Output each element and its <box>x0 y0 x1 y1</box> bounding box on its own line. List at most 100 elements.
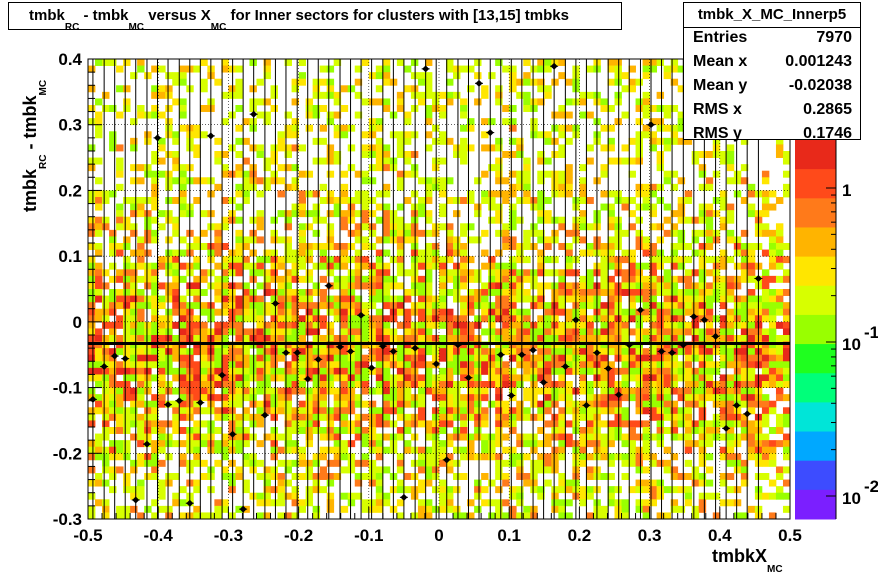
heatmap-cell <box>439 137 447 145</box>
heatmap-cell <box>102 197 110 204</box>
heatmap-cell <box>221 400 229 408</box>
heatmap-cell <box>431 183 440 191</box>
heatmap-cell <box>544 315 552 323</box>
heatmap-cell <box>270 105 278 112</box>
heatmap-cell <box>607 361 615 369</box>
heatmap-cell <box>502 361 510 369</box>
heatmap-cell <box>467 361 475 369</box>
heatmap-cell <box>249 183 257 191</box>
heatmap-cell <box>305 289 314 296</box>
heatmap-cell <box>403 486 412 494</box>
heatmap-cell <box>502 321 510 329</box>
heatmap-cell <box>642 315 650 323</box>
heatmap-cell <box>277 321 285 329</box>
heatmap-cell <box>705 177 714 185</box>
heatmap-cell <box>347 124 356 132</box>
heatmap-cell <box>467 289 475 296</box>
heatmap-cell <box>488 190 496 198</box>
heatmap-cell <box>747 427 756 434</box>
heatmap-cell <box>277 137 285 145</box>
heatmap-cell <box>481 473 489 480</box>
heatmap-cell <box>88 453 96 461</box>
heatmap-cell <box>158 381 166 388</box>
heatmap-cell <box>95 394 103 402</box>
heatmap-cell <box>551 302 559 310</box>
heatmap-cell <box>544 269 552 277</box>
heatmap-cell <box>354 361 363 369</box>
heatmap-cell <box>509 216 517 224</box>
heatmap-cell <box>179 413 187 421</box>
heatmap-cell <box>607 210 615 218</box>
heatmap-cell <box>242 367 250 375</box>
heatmap-cell <box>235 427 243 434</box>
heatmap-cell <box>228 394 236 402</box>
heatmap-cell <box>670 400 679 408</box>
heatmap-cell <box>144 427 152 434</box>
heatmap-cell <box>495 512 503 520</box>
heatmap-cell <box>151 341 159 349</box>
heatmap-cell <box>130 308 138 316</box>
heatmap-cell <box>698 249 707 257</box>
heatmap-cell <box>558 131 566 139</box>
heatmap-cell <box>502 177 510 185</box>
heatmap-cell <box>382 348 391 356</box>
heatmap-cell <box>123 381 131 388</box>
heatmap-cell <box>544 440 552 448</box>
heatmap-cell <box>361 131 370 139</box>
heatmap-cell <box>116 315 124 323</box>
heatmap-cell <box>137 420 145 428</box>
heatmap-cell <box>726 308 735 316</box>
heatmap-cell <box>607 105 615 112</box>
heatmap-cell <box>228 249 236 257</box>
heatmap-cell <box>551 124 559 132</box>
heatmap-cell <box>305 459 314 467</box>
heatmap-cell <box>530 361 538 369</box>
heatmap-cell <box>642 183 650 191</box>
heatmap-cell <box>509 203 517 211</box>
heatmap-cell <box>347 361 356 369</box>
heatmap-cell <box>558 335 566 342</box>
heatmap-cell <box>579 321 587 329</box>
heatmap-cell <box>235 354 243 362</box>
heatmap-cell <box>179 111 187 119</box>
y-tick-label: 0.4 <box>58 50 82 69</box>
heatmap-cell <box>340 210 349 218</box>
heatmap-cell <box>284 295 292 303</box>
heatmap-cell <box>284 124 292 132</box>
heatmap-cell <box>523 407 531 415</box>
heatmap-cell <box>270 341 278 349</box>
heatmap-cell <box>228 440 236 448</box>
heatmap-cell <box>116 427 124 434</box>
heatmap-cell <box>235 170 243 178</box>
heatmap-cell <box>516 361 524 369</box>
heatmap-cell <box>565 78 573 86</box>
heatmap-cell <box>712 427 721 434</box>
heatmap-cell <box>109 413 117 421</box>
heatmap-cell <box>635 459 643 467</box>
heatmap-cell <box>221 170 229 178</box>
heatmap-cell <box>102 400 110 408</box>
heatmap-cell <box>151 446 159 454</box>
heatmap-cell <box>474 492 482 500</box>
heatmap-cell <box>424 374 433 382</box>
heatmap-cell <box>516 381 524 388</box>
heatmap-cell <box>691 249 700 257</box>
heatmap-cell <box>137 341 145 349</box>
heatmap-cell <box>298 453 307 461</box>
heatmap-cell <box>263 348 271 356</box>
heatmap-cell <box>284 111 292 119</box>
heatmap-cell <box>656 249 665 257</box>
heatmap-cell <box>733 302 742 310</box>
heatmap-cell <box>782 479 791 487</box>
heatmap-cell <box>579 216 587 224</box>
heatmap-cell <box>481 85 489 93</box>
heatmap-cell <box>116 65 124 73</box>
color-scale-swatch <box>795 314 836 345</box>
heatmap-cell <box>431 229 440 237</box>
heatmap-cell <box>214 374 222 382</box>
heatmap-cell <box>326 433 335 441</box>
heatmap-cell <box>256 512 264 520</box>
heatmap-cell <box>382 269 391 277</box>
heatmap-cell <box>102 433 110 441</box>
heatmap-cell <box>130 302 138 310</box>
